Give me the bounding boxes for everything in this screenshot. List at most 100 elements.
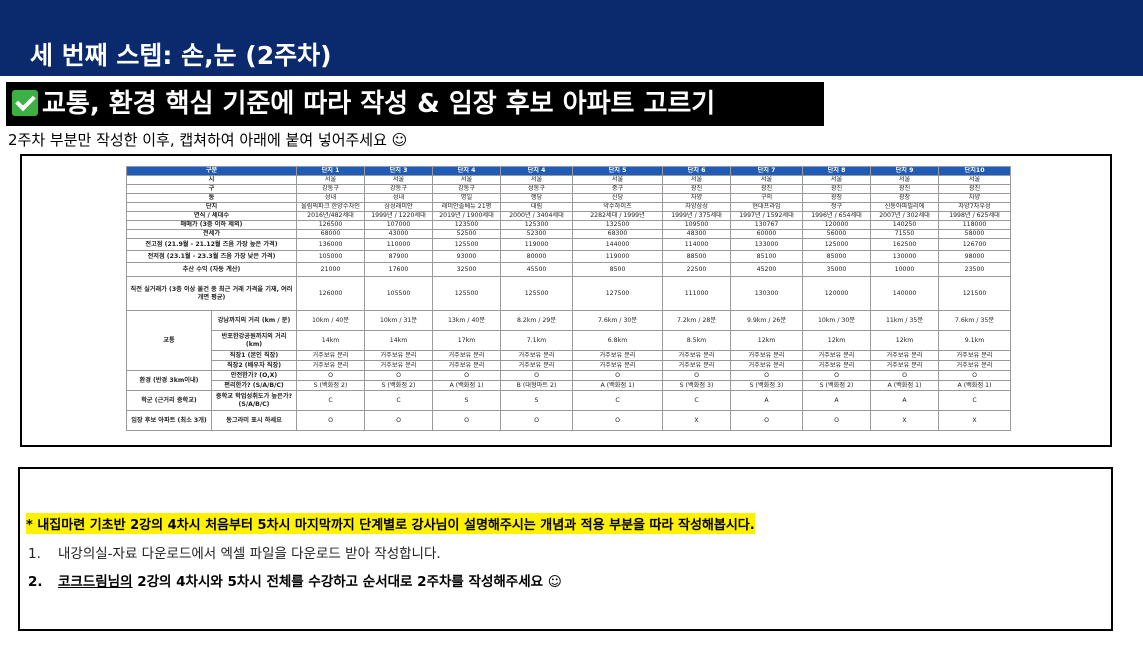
table-row: 편리한가? (S/A/B/C) S (백화점 2) S (백화점 2) A (백화점 … (127, 380, 1012, 391)
table-cell: 청구 (802, 202, 872, 212)
table-cell: A (802, 390, 872, 411)
table-cell: 거주보유 분리 (432, 360, 502, 371)
table-cell: 68000 (296, 229, 366, 239)
table-cell: A (730, 390, 804, 411)
table-cell: 성동구 (500, 184, 574, 194)
table-cell: 71550 (870, 229, 940, 239)
table-cell: 136000 (296, 238, 366, 251)
table-cell: 105500 (364, 276, 434, 311)
row-sublabel: 반포한강공원까지의 거리 (km) (210, 330, 298, 351)
table-cell: O (296, 410, 366, 431)
table-cell: C (296, 390, 366, 411)
table-row: 전저점 (23.1월 - 23.3월 즈음 가장 낮은 가격) 105000 879… (125, 250, 1012, 263)
column-header: 단지 9 (870, 166, 940, 176)
table-cell: 85000 (802, 250, 872, 263)
table-cell: O (730, 410, 804, 431)
table-cell: 126500 (296, 220, 366, 230)
table-cell: 2007년 / 302세대 (870, 211, 940, 221)
table-cell: 강동구 (432, 184, 502, 194)
row-label: 연식 / 세대수 (125, 211, 298, 221)
table-cell: O (500, 410, 574, 431)
table-cell: X (938, 410, 1012, 431)
table-cell: X (870, 410, 940, 431)
table-cell: O (572, 410, 664, 431)
table-cell: 2019년 / 1900세대 (432, 211, 502, 221)
column-header: 단지 6 (662, 166, 732, 176)
table-cell: 현대프라임 (730, 202, 804, 212)
table-cell: 서울 (870, 175, 940, 185)
table-row: 동 성내 성내 명일 행당 신당 자양 구의 광장 광장 자양 (125, 193, 1012, 203)
table-row: 연식 / 세대수 2016년/482세대 1999년 / 1220세대 2019년 /… (125, 211, 1012, 221)
table-row: 직장2 (배우자 직장) 거주보유 분리 거주보유 분리 거주보유 분리 거주보유 분리… (127, 360, 1012, 371)
transport-group-label: 교통 (126, 310, 212, 371)
table-cell: 17km (432, 330, 502, 351)
column-header: 단지 7 (730, 166, 804, 176)
table-cell: 거주보유 분리 (296, 360, 366, 371)
table-cell: 121500 (938, 276, 1012, 311)
table-cell: 14km (364, 330, 434, 351)
table-cell: 거주보유 분리 (870, 350, 940, 361)
table-cell: 거주보유 분리 (572, 350, 664, 361)
row-sublabel: 안전한가? (O,X) (210, 370, 298, 381)
table-cell: 7.2km / 28분 (662, 310, 732, 331)
highlighted-note: * 내집마련 기초반 2강의 4차시 처음부터 5차시 마지막까지 단계별로 강… (26, 513, 755, 534)
table-row: 학군 (근거리 중학교) 중학교 학업성취도가 높은가? (S/A/B/C) C C S… (126, 390, 1012, 411)
table-cell: 2016년/482세대 (296, 211, 366, 221)
row-label: 동 (125, 193, 298, 203)
environment-group-label: 환경 (반경 3km이내) (126, 370, 212, 391)
row-label: 전세가 (125, 229, 298, 239)
table-cell: A (870, 390, 940, 411)
row-sublabel: 강남까지의 거리 (km / 분) (210, 310, 298, 331)
table-cell: 강동구 (364, 184, 434, 194)
table-cell: 107000 (364, 220, 434, 230)
table-cell: S (백화점 3) (730, 380, 804, 391)
table-cell: 118000 (938, 220, 1012, 230)
table-cell: 130000 (870, 250, 940, 263)
table-cell: 거주보유 분리 (730, 360, 804, 371)
table-cell: 56000 (802, 229, 872, 239)
table-cell: 45200 (730, 262, 804, 277)
table-cell: 17600 (364, 262, 434, 277)
table-cell: 삼성래미안 (364, 202, 434, 212)
table-cell: O (296, 370, 366, 381)
table-cell: 12km (870, 330, 940, 351)
table-cell: O (572, 370, 664, 381)
table-cell: 126700 (938, 238, 1012, 251)
table-body: 구분 단지 1 단지 3 단지 4 단지 4 단지 5 단지 6 단지 7 단지 8 단지 9 단지… (125, 166, 1012, 431)
table-cell: 광진 (730, 184, 804, 194)
note-item-2-number: 2. (28, 574, 43, 590)
table-cell: O (662, 370, 732, 381)
table-row: 추산 수익 (자동 계산) 21000 17600 32500 45500 8500 225… (125, 262, 1012, 277)
table-cell: 거주보유 분리 (500, 360, 574, 371)
table-cell: 123500 (432, 220, 502, 230)
table-row: 매매가 (3층 이하 제외) 126500 107000 123500 125300 13… (125, 220, 1012, 230)
table-cell: 125300 (500, 220, 574, 230)
table-cell: O (802, 410, 872, 431)
table-cell: 120000 (802, 276, 872, 311)
table-cell: 대림 (500, 202, 574, 212)
table-row: 반포한강공원까지의 거리 (km) 14km 14km 17km 7.1km 6.8km 8… (127, 330, 1012, 351)
row-label: 단지 (125, 202, 298, 212)
table-cell: 119000 (500, 238, 574, 251)
table-cell: 130767 (730, 220, 804, 230)
table-cell: O (938, 370, 1012, 381)
table-cell: B (대형마트 2) (500, 380, 574, 391)
table-row: 전고점 (21.9월 - 21.12월 즈음 가장 높은 가격) 136000 11… (125, 238, 1012, 251)
table-cell: 12km (730, 330, 804, 351)
table-cell: S (백화점 3) (662, 380, 732, 391)
table-cell: 자양삼성 (662, 202, 732, 212)
table-row: 교통 강남까지의 거리 (km / 분) 10km / 40분 10km / 31분 1… (126, 310, 1012, 371)
table-cell: 서울 (938, 175, 1012, 185)
table-cell: 125000 (802, 238, 872, 251)
table-cell: 9.1km (938, 330, 1012, 351)
row-sublabel: 직장2 (배우자 직장) (210, 360, 298, 371)
table-header-row: 구분 단지 1 단지 3 단지 4 단지 4 단지 5 단지 6 단지 7 단지 8 단지 9 단지… (125, 166, 1012, 176)
table-cell: 래미안솔베뉴 21평 (432, 202, 502, 212)
table-cell: 98000 (938, 250, 1012, 263)
table-cell: 행당 (500, 193, 574, 203)
table-cell: 신당 (572, 193, 664, 203)
table-cell: 7.6km / 30분 (572, 310, 664, 331)
table-cell: 거주보유 분리 (364, 360, 434, 371)
column-header: 단지 8 (802, 166, 872, 176)
